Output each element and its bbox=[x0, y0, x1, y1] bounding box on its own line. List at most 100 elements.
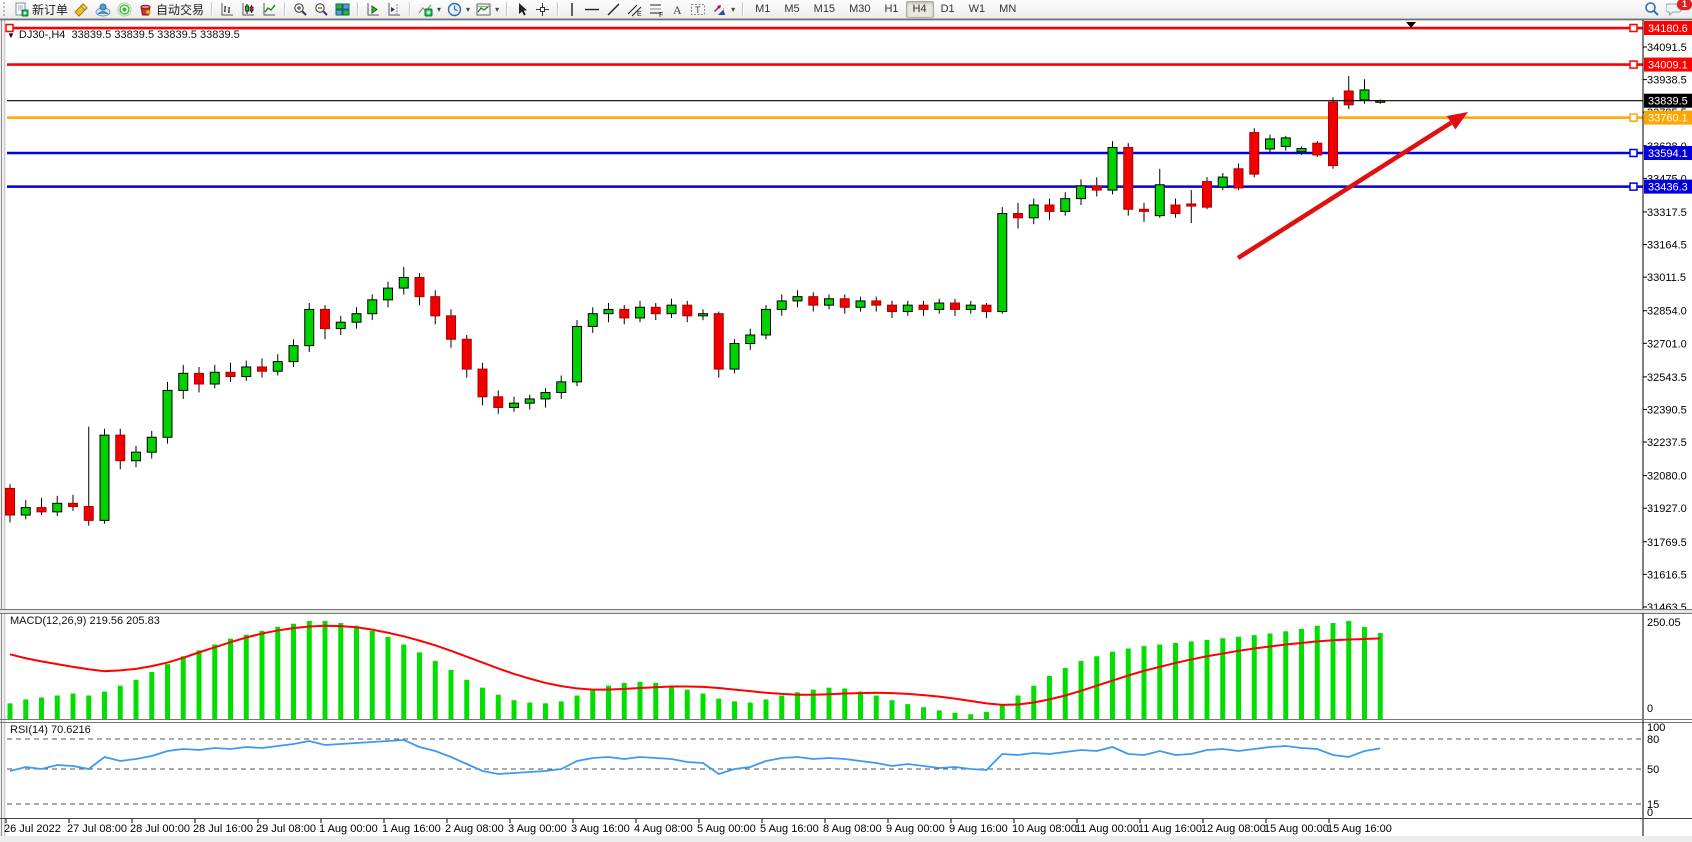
line-handle[interactable] bbox=[5, 23, 14, 33]
search-button[interactable] bbox=[1641, 1, 1663, 17]
price-level-label bbox=[1644, 179, 1692, 194]
line-handle[interactable] bbox=[1629, 113, 1638, 122]
text-label-button[interactable]: T bbox=[687, 1, 709, 17]
timeframe-button-m30[interactable]: M30 bbox=[849, 2, 871, 15]
candle-up bbox=[761, 308, 771, 336]
toolbar-right: 1 bbox=[1641, 0, 1692, 17]
price-tick-label: 34091.5 bbox=[1647, 42, 1687, 54]
timeframe-button-m5[interactable]: M5 bbox=[784, 2, 800, 15]
rsi-axis-label: 50 bbox=[1647, 764, 1659, 776]
candle-up bbox=[351, 313, 362, 323]
price-tick-label: 33938.5 bbox=[1647, 75, 1687, 87]
candle-down bbox=[5, 487, 15, 516]
candle-down bbox=[446, 315, 456, 340]
trend-arrow-line[interactable] bbox=[1236, 120, 1453, 260]
candlestick-chart-button[interactable] bbox=[238, 1, 259, 17]
line-handle[interactable] bbox=[1629, 60, 1638, 69]
candle-down bbox=[1328, 101, 1338, 167]
candle-up bbox=[792, 296, 803, 302]
new-order-button[interactable]: 新订单 bbox=[11, 1, 71, 17]
line-handle[interactable] bbox=[1629, 182, 1638, 191]
toolbar-separator bbox=[742, 2, 745, 16]
trendline-icon bbox=[607, 3, 620, 15]
chart-shift-icon bbox=[388, 2, 401, 15]
fibonacci-button[interactable]: F bbox=[646, 1, 668, 17]
candle-down bbox=[1091, 185, 1102, 191]
candle-down bbox=[257, 366, 267, 372]
line-chart-button[interactable] bbox=[259, 1, 280, 17]
crosshair-button[interactable] bbox=[532, 1, 553, 17]
timeframe-button-w1[interactable]: W1 bbox=[968, 2, 986, 15]
toolbar-separator bbox=[284, 2, 287, 16]
price-axis: 34091.533938.533785.533628.033475.033317… bbox=[1643, 21, 1692, 614]
time-tick-label: 28 Jul 00:00 bbox=[130, 823, 190, 835]
equidistant-channel-button[interactable]: E bbox=[624, 1, 646, 17]
candle-up bbox=[131, 451, 141, 462]
autotrade-button[interactable]: 自动交易 bbox=[135, 1, 207, 17]
timeframe-button-m15[interactable]: M15 bbox=[813, 2, 836, 15]
time-tick-label: 5 Aug 00:00 bbox=[697, 823, 756, 835]
time-tick-label: 3 Aug 16:00 bbox=[571, 823, 630, 835]
period-button[interactable]: ▾ bbox=[444, 1, 473, 17]
zoom-out-button[interactable] bbox=[311, 1, 332, 17]
dropdown-caret-icon: ▾ bbox=[437, 4, 442, 14]
vertical-line-icon bbox=[571, 2, 573, 16]
chart-quote: 33839.5 33839.5 33839.5 33839.5 bbox=[71, 29, 240, 41]
template-button[interactable]: ▾ bbox=[473, 1, 502, 17]
trendline-button[interactable] bbox=[603, 1, 624, 17]
candle-up bbox=[855, 300, 866, 308]
candle-up bbox=[635, 306, 645, 319]
svg-text:E: E bbox=[637, 11, 642, 17]
candle-up bbox=[1280, 137, 1291, 147]
candle-down bbox=[682, 304, 693, 317]
profile-button[interactable] bbox=[92, 1, 114, 17]
candle-down bbox=[950, 302, 960, 310]
candle-up bbox=[729, 343, 740, 370]
cursor-button[interactable] bbox=[512, 1, 532, 17]
timeframe-button-m1[interactable]: M1 bbox=[755, 2, 771, 15]
text-button[interactable]: A bbox=[668, 1, 687, 17]
chart-shift-marker[interactable] bbox=[1406, 22, 1416, 28]
candle-up bbox=[272, 361, 283, 372]
rsi-axis-label: 80 bbox=[1647, 734, 1659, 746]
trend-arrow[interactable] bbox=[1236, 112, 1468, 260]
text-icon: A bbox=[673, 3, 682, 17]
line-handle[interactable] bbox=[1629, 23, 1638, 33]
toolbar-grip bbox=[3, 2, 8, 16]
bottom-strip bbox=[0, 836, 1692, 842]
candle-up bbox=[367, 299, 378, 315]
arrows-button[interactable]: ▾ bbox=[709, 1, 738, 17]
dropdown-caret-icon: ▾ bbox=[466, 4, 471, 14]
rsi-label: RSI(14) 70.6216 bbox=[10, 724, 91, 736]
bar-chart-button[interactable] bbox=[217, 1, 238, 17]
auto-scroll-button[interactable] bbox=[363, 1, 384, 17]
time-axis: 26 Jul 2022 27 Jul 08:00 28 Jul 00:00 28 Ju… bbox=[4, 819, 1392, 835]
horizontal-line-icon bbox=[585, 8, 600, 10]
candle-down bbox=[981, 304, 992, 313]
timeframe-button-d1[interactable]: D1 bbox=[940, 2, 955, 15]
candle-down bbox=[1233, 168, 1244, 189]
candle-up bbox=[902, 304, 913, 313]
chart-shift-button[interactable] bbox=[384, 1, 405, 17]
tile-windows-button[interactable] bbox=[332, 1, 353, 17]
candle-up bbox=[745, 334, 756, 345]
timeframe-button-mn[interactable]: MN bbox=[999, 2, 1017, 15]
line-handle[interactable] bbox=[1629, 148, 1638, 158]
macd-axis-min: 0 bbox=[1647, 703, 1653, 715]
symbol-dropdown-icon[interactable]: ▼ bbox=[7, 31, 15, 40]
chat-button[interactable]: 1 bbox=[1663, 0, 1692, 17]
text-label-icon: T bbox=[691, 3, 706, 15]
candle-down bbox=[1170, 204, 1181, 215]
zoom-in-button[interactable] bbox=[290, 1, 311, 17]
time-tick-label: 29 Jul 08:00 bbox=[256, 823, 316, 835]
vertical-line-button[interactable] bbox=[563, 1, 581, 17]
chisel-button[interactable] bbox=[71, 1, 92, 17]
horizontal-line-button[interactable] bbox=[581, 1, 603, 17]
indicators-button[interactable]: ▾ bbox=[415, 1, 444, 17]
timeframe-button-h4[interactable]: H4 bbox=[905, 0, 934, 18]
macd-signal-line bbox=[9, 624, 1381, 706]
candle-up bbox=[1265, 138, 1275, 150]
signal-button[interactable] bbox=[114, 1, 135, 17]
panel-splitter[interactable] bbox=[0, 610, 1692, 613]
timeframe-button-h1[interactable]: H1 bbox=[884, 2, 899, 15]
